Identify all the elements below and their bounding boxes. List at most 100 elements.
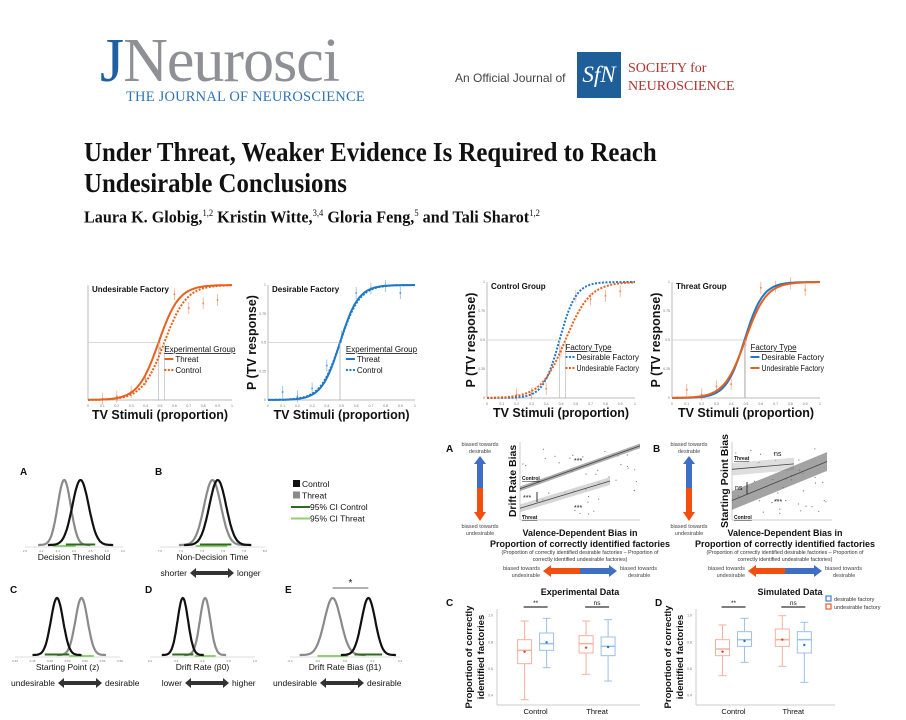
curve-control [268, 284, 415, 401]
legend-title: Factory Type [750, 343, 797, 352]
x-tick-label: 0.6 [354, 404, 359, 408]
x-tick-label: -0.2 [315, 659, 321, 663]
x-tick-label: Control [721, 707, 746, 716]
x-tick-label: 1.0 [253, 659, 258, 663]
society-name: SOCIETY for NEUROSCIENCE [628, 61, 735, 94]
arrow-right-label: longer [237, 568, 261, 578]
panel-letter: B [653, 444, 660, 455]
chart-title: Threat Group [676, 282, 727, 291]
double-arrow-icon [320, 678, 364, 688]
x-tick-label: 0.50 [65, 659, 71, 663]
x-tick-label: 0.9 [398, 404, 403, 408]
scatter-point [758, 500, 761, 502]
y-tick-label: 0.75 [663, 309, 670, 313]
posterior-panel-c: C 0.44 0.46 0.48 0.50 0.52 0.54 0.56 Starting Po… [10, 585, 140, 688]
scatter-point [779, 508, 781, 510]
legend-label: Threat [175, 355, 199, 364]
x-tick-label: 0.6 [573, 402, 578, 406]
scatter-point [597, 469, 599, 471]
legend-label: 95% CI Control [310, 502, 368, 512]
legend-swatch [293, 480, 300, 487]
mean-point [545, 641, 548, 644]
curve-desirable-factory [487, 281, 635, 399]
y-tick-label: 1 [264, 283, 266, 287]
arrow-right-label: higher [232, 678, 256, 688]
x-tick-label: 0.4 [398, 659, 403, 663]
chart-title: Experimental Data [541, 587, 621, 597]
chart-title: Desirable Factory [272, 285, 340, 294]
significance-label: *** [523, 495, 531, 502]
legend-label: Control [175, 366, 201, 375]
x-tick-label: 0.3 [529, 402, 534, 406]
x-axis-note: correctly identified undesirable factori… [738, 557, 833, 563]
scatter-point [585, 473, 587, 475]
right-label: desirable [833, 573, 855, 579]
left-label: biased towards [708, 566, 745, 572]
box-undesirable [715, 639, 731, 657]
scatter-point [558, 462, 560, 464]
scatter-point [779, 512, 781, 514]
scatter-point [598, 498, 600, 500]
x-tick-label: 0.9 [803, 402, 808, 406]
arrow-up-icon [474, 456, 486, 488]
arrow-right-label: desirable [105, 678, 140, 688]
mean-point [606, 645, 610, 649]
scatter-point [604, 450, 606, 453]
x-tick-label: 0.3 [714, 402, 719, 406]
x-tick-label: 0.44 [12, 659, 18, 663]
mean-point [523, 650, 526, 653]
y-axis-label: P (TV response) [245, 295, 259, 390]
author: Kristin Witte, [217, 207, 313, 227]
control-density [184, 478, 252, 547]
legend-label: Desirable Factory [761, 353, 824, 362]
y-tick-label: 0.5 [480, 338, 485, 342]
x-tick-label: 2.0 [23, 549, 28, 553]
x-tick-label: 0.2 [114, 404, 119, 408]
y-axis-label: P (TV response) [649, 293, 663, 388]
scatter-point [818, 510, 820, 513]
mean-point [781, 638, 784, 641]
top-label: desirable [469, 449, 491, 455]
mean-point [803, 643, 806, 647]
author: Gloria Feng, [327, 207, 415, 227]
data-point [216, 298, 219, 301]
mean-point [721, 650, 724, 653]
legend-label: Control [357, 366, 383, 375]
scatter-point [627, 467, 629, 469]
scatter-point [569, 457, 571, 459]
x-axis-note: (Proportion of correctly identified desi… [502, 550, 659, 556]
x-tick-label: 0.1 [684, 402, 689, 406]
bottom-label: biased towards [671, 524, 708, 530]
x-tick-label: 0.7 [368, 404, 373, 408]
arrow-left-icon [543, 565, 580, 577]
x-tick-label: 0.6 [172, 404, 177, 408]
boxplot-legend: desirable factory undesirable factory [825, 595, 881, 611]
data-point [804, 289, 807, 292]
data-point [325, 364, 328, 367]
x-tick-label: 0.9 [618, 402, 623, 406]
x-axis-label: Drift Rate Bias (β1) [309, 662, 382, 672]
x-tick-label: 0.54 [100, 659, 106, 663]
x-axis-label: TV Stimuli (proportion) [493, 406, 629, 420]
x-tick-label: 0.1 [280, 404, 285, 408]
y-axis-label: Proportion of correctly [464, 605, 475, 709]
arrow-down-icon [683, 488, 695, 521]
x-tick-label: Threat [586, 707, 609, 716]
legend-label: 95% CI Threat [310, 514, 365, 524]
scatter-point [633, 489, 635, 492]
arrow-right-icon [785, 565, 822, 577]
data-point [730, 383, 733, 386]
x-axis-title: Valence-Dependent Bias in [727, 528, 842, 538]
psychometric-chart-3: 0 0.1 0.2 0.3 0.4 0.5 0.6 0.7 0.8 0.9 1 0 0.25 0.5 0.7… [464, 280, 639, 420]
scatter-point [800, 510, 802, 512]
data-point [589, 298, 592, 301]
x-axis-label: Drift Rate (β0) [176, 662, 230, 672]
scatter-point [776, 499, 778, 501]
data-point [530, 392, 533, 395]
panel-letter: D [145, 585, 152, 596]
legend-swatch [293, 491, 300, 499]
x-tick-label: 0.52 [82, 659, 88, 663]
x-tick-label: 0.0 [343, 659, 348, 663]
y-tick-label: 0.5 [665, 338, 670, 342]
y-axis-label: Proportion of correctly [663, 605, 674, 709]
